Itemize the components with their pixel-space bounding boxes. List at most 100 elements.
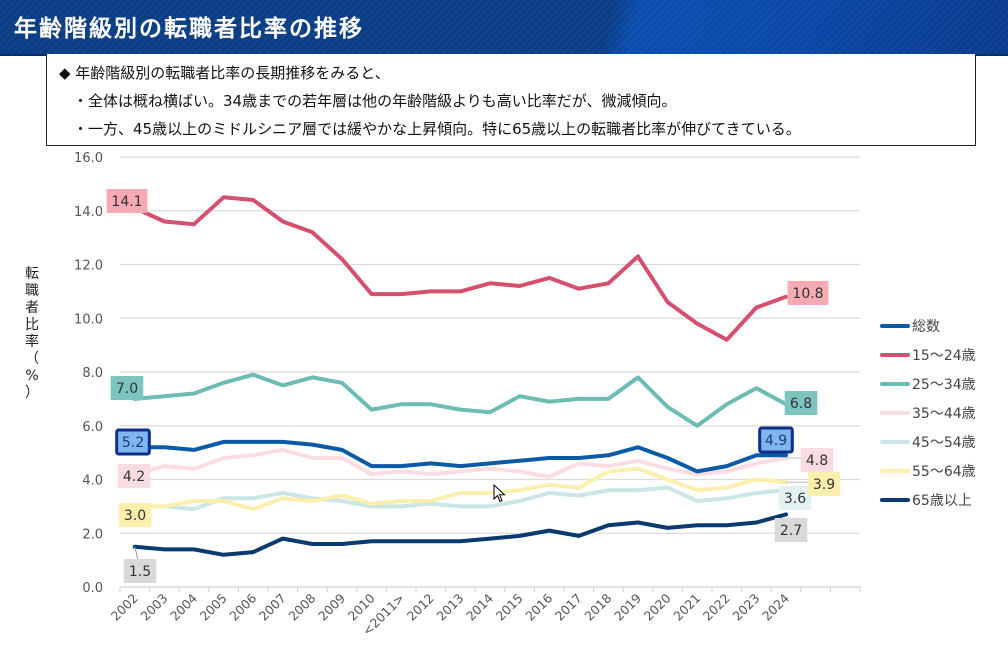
- y-axis-label-char: 転: [25, 266, 39, 282]
- x-tick-label: 2007: [256, 591, 289, 624]
- x-tick-label: 2015: [493, 591, 526, 624]
- legend-label: 65歳以上: [912, 492, 972, 509]
- data-label-box: [800, 448, 834, 472]
- legend-item: 55〜64歳: [880, 456, 976, 485]
- x-tick-label: 2022: [700, 591, 733, 624]
- legend-swatch: [880, 381, 910, 386]
- legend-swatch: [880, 468, 910, 473]
- data-label-box: [787, 281, 829, 305]
- x-tick-label: 2004: [167, 590, 200, 623]
- data-label: 10.8: [792, 286, 823, 302]
- x-tick-label: 2002: [108, 591, 141, 624]
- series-line: [132, 512, 788, 557]
- data-label: 6.8: [790, 396, 812, 412]
- data-label: 5.2: [122, 435, 144, 451]
- legend-label: 55〜64歳: [912, 463, 976, 480]
- data-label: 3.6: [784, 491, 806, 507]
- summary-point-2: ・一方、45歳以上のミドルシニア層では緩やかな上昇傾向。特に65歳以上の転職者比…: [73, 120, 801, 138]
- data-label-box: [778, 486, 812, 510]
- legend-label: 総数: [912, 318, 940, 335]
- series-line: [132, 447, 788, 479]
- y-tick-label: 6.0: [82, 420, 103, 435]
- series-line: [132, 195, 788, 342]
- y-axis-label-char: %: [25, 368, 39, 384]
- x-tick-label: 2003: [137, 591, 170, 624]
- chart-legend: 総数 15〜24歳 25〜34歳 35〜44歳 45〜54歳 55〜64歳 65歳以上: [880, 311, 976, 514]
- x-tick-label: 2019: [611, 590, 644, 623]
- x-tick-label: 2018: [581, 590, 614, 623]
- data-label-box: [774, 518, 808, 542]
- x-tick-label: 2024: [759, 590, 792, 623]
- data-label-box: [115, 428, 151, 456]
- x-tick-label: 2016: [522, 590, 555, 623]
- data-label: 1.5: [129, 564, 151, 580]
- y-tick-label: 0.0: [82, 581, 103, 596]
- y-axis-label-char: ）: [25, 385, 39, 401]
- y-axis-label-char: 比: [25, 317, 39, 333]
- series-line: [132, 439, 788, 474]
- title-banner: 年齢階級別の転職者比率の推移: [0, 0, 1008, 56]
- x-tick-label: 2021: [670, 591, 703, 624]
- legend-swatch: [880, 410, 910, 415]
- y-tick-label: 8.0: [82, 366, 103, 381]
- y-tick-label: 2.0: [82, 527, 103, 542]
- y-tick-label: 4.0: [82, 474, 103, 489]
- x-tick-label: 2013: [433, 591, 466, 624]
- data-label-box: [784, 391, 818, 415]
- data-label: 7.0: [116, 381, 138, 397]
- leader-line: [134, 546, 139, 561]
- x-tick-label: 2009: [315, 590, 348, 623]
- data-label: 4.2: [123, 469, 145, 485]
- data-label: 2.7: [780, 523, 802, 539]
- y-axis-label-char: 率: [25, 334, 39, 350]
- legend-item: 15〜24歳: [880, 340, 976, 369]
- summary-point-1: ・全体は概ね横ばい。34歳までの若年層は他の年齢階級よりも高い比率だが、微減傾向…: [73, 92, 677, 110]
- data-label-box: [110, 376, 144, 400]
- x-tick-label: 2012: [404, 591, 437, 624]
- legend-label: 35〜44歳: [912, 405, 976, 422]
- x-tick-label: 2020: [641, 590, 674, 623]
- legend-item: 総数: [880, 311, 976, 340]
- legend-label: 45〜54歳: [912, 434, 976, 451]
- series-line: [132, 466, 788, 512]
- y-tick-label: 12.0: [74, 259, 103, 274]
- mouse-cursor-icon: [493, 484, 506, 503]
- data-label: 4.9: [765, 433, 787, 449]
- x-tick-label: 2005: [197, 591, 230, 624]
- x-tick-label: 2017: [552, 591, 585, 624]
- y-tick-label: 10.0: [74, 312, 103, 327]
- y-axis-label-char: 職: [25, 283, 39, 299]
- y-tick-label: 16.0: [74, 151, 103, 166]
- data-label: 14.1: [111, 194, 142, 210]
- series-line: [132, 485, 788, 512]
- data-label-box: [807, 472, 841, 496]
- data-label-box: [118, 503, 152, 527]
- data-label-box: [123, 559, 157, 583]
- legend-swatch: [880, 352, 910, 357]
- y-axis-label-char: 者: [25, 300, 39, 316]
- x-tick-label: 2006: [226, 590, 259, 623]
- summary-heading: ◆ 年齢階級別の転職者比率の長期推移をみると、: [59, 64, 390, 82]
- x-tick-label: 2014: [463, 590, 496, 623]
- data-label: 4.8: [806, 453, 828, 469]
- y-axis-label-char: （: [25, 351, 39, 367]
- legend-swatch: [880, 497, 910, 502]
- data-label-box: [117, 464, 151, 488]
- data-label-box: [106, 189, 148, 213]
- x-tick-label: 2023: [729, 591, 762, 624]
- legend-label: 25〜34歳: [912, 376, 976, 393]
- page-title: 年齢階級別の転職者比率の推移: [14, 16, 364, 42]
- y-axis-label: 転職者比率（%）: [22, 266, 42, 402]
- summary-box: ◆ 年齢階級別の転職者比率の長期推移をみると、 ・全体は概ね横ばい。34歳までの…: [46, 54, 976, 146]
- legend-item: 25〜34歳: [880, 369, 976, 398]
- x-tick-label: 2008: [285, 590, 318, 623]
- legend-item: 65歳以上: [880, 485, 976, 514]
- line-chart: 0.02.04.06.08.010.012.014.016.0200220032…: [74, 151, 861, 638]
- legend-swatch: [880, 439, 910, 444]
- data-label: 3.9: [813, 477, 835, 493]
- y-tick-label: 14.0: [74, 205, 103, 220]
- legend-label: 15〜24歳: [912, 347, 976, 364]
- legend-item: 45〜54歳: [880, 427, 976, 456]
- data-label: 3.0: [124, 508, 146, 524]
- legend-swatch: [880, 323, 910, 328]
